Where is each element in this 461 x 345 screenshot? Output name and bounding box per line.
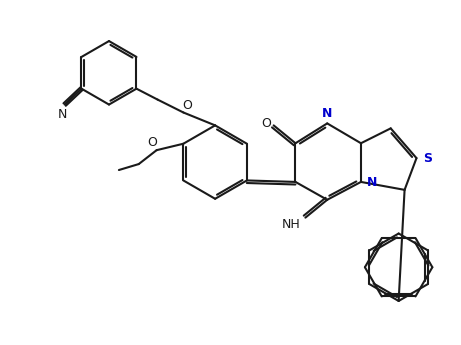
Text: NH: NH bbox=[282, 218, 301, 231]
Text: N: N bbox=[366, 176, 377, 189]
Text: S: S bbox=[423, 151, 432, 165]
Text: O: O bbox=[261, 117, 271, 130]
Text: N: N bbox=[58, 108, 67, 121]
Text: O: O bbox=[183, 99, 192, 112]
Text: N: N bbox=[322, 107, 332, 120]
Text: O: O bbox=[148, 136, 158, 149]
